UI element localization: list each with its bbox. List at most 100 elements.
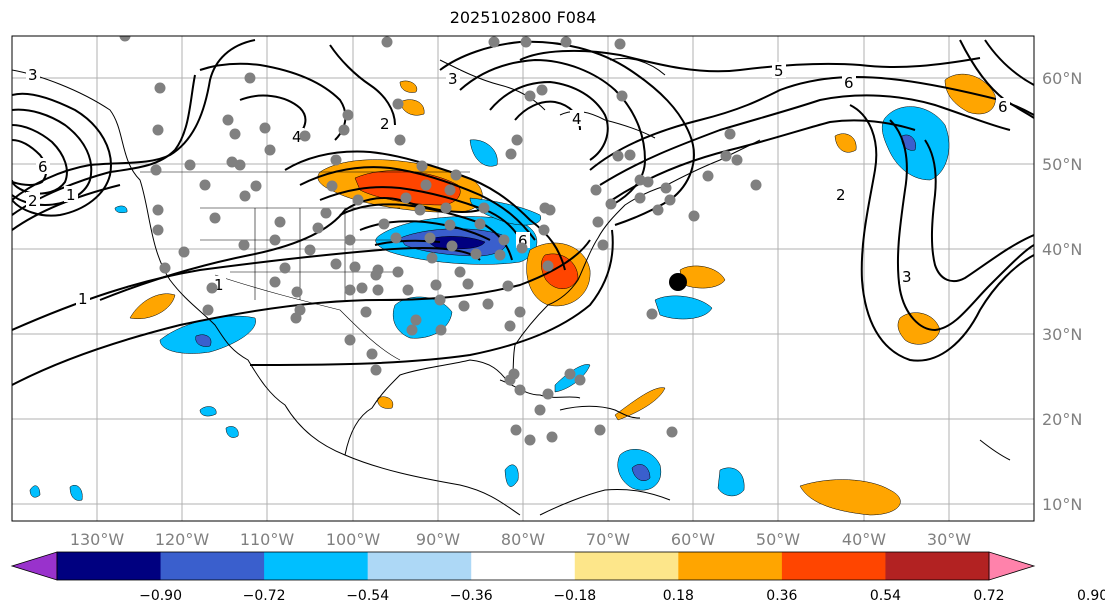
station-dot (524, 434, 536, 446)
station-dot (410, 314, 422, 326)
contour-label: 2 (836, 186, 846, 204)
station-dot (320, 207, 332, 219)
station-dot (542, 388, 554, 400)
lon-label: 90°W (416, 530, 460, 549)
station-dot (344, 234, 356, 246)
station-dot (269, 234, 281, 246)
station-dot (372, 284, 384, 296)
station-dot (269, 276, 281, 288)
station-dot (750, 179, 762, 191)
station-dot (498, 234, 510, 246)
storm-marker (669, 273, 687, 291)
station-dot (154, 82, 166, 94)
station-dot (616, 90, 628, 102)
station-dot (511, 134, 523, 146)
lon-label: 120°W (155, 530, 210, 549)
station-dot (406, 324, 418, 336)
station-dot (454, 266, 466, 278)
station-dot (206, 282, 218, 294)
station-dot (597, 239, 609, 251)
graticule (12, 36, 1034, 521)
station-dot (424, 232, 436, 244)
colorbar-tick-label: 0.72 (973, 588, 1004, 604)
colorbar-frame (56, 551, 990, 581)
contour-label: 5 (774, 62, 784, 80)
station-dot (542, 260, 554, 272)
station-dot (614, 38, 626, 50)
station-dot (524, 90, 536, 102)
colorbar-cell (160, 552, 265, 580)
colorbar-cell (57, 552, 162, 580)
station-dot (330, 154, 342, 166)
station-dot (222, 114, 234, 126)
colorbar-tick-label: −0.54 (346, 588, 389, 604)
colorbar-tick-label: 0.18 (663, 588, 694, 604)
station-dot (356, 282, 368, 294)
contour-label: 4 (572, 110, 582, 128)
station-dot (392, 98, 404, 110)
colorbar-tick-label: −0.90 (139, 588, 182, 604)
colorbar-cell (781, 552, 886, 580)
contour-label: 2 (28, 192, 38, 210)
contour-label: 3 (902, 268, 912, 286)
station-dot (381, 36, 393, 48)
station-dot (546, 431, 558, 443)
contour-label: 3 (28, 66, 38, 84)
map-frame (11, 35, 1035, 522)
colorbar-cell (367, 552, 472, 580)
station-dot (544, 204, 556, 216)
station-dot (458, 300, 470, 312)
station-dot (594, 424, 606, 436)
station-dot (731, 154, 743, 166)
contour-label: 3 (448, 70, 458, 88)
station-dot (344, 284, 356, 296)
station-dot (416, 160, 428, 172)
station-dot (478, 202, 490, 214)
station-dot (392, 266, 404, 278)
lat-label: 10°N (1042, 495, 1082, 514)
station-dot (326, 180, 338, 192)
lon-label: 70°W (586, 530, 630, 549)
station-dot (304, 244, 316, 256)
station-dot (259, 122, 271, 134)
lat-label: 60°N (1042, 69, 1082, 88)
contour-label: 4 (292, 128, 302, 146)
station-dot (474, 218, 486, 230)
station-dot (150, 164, 162, 176)
lon-label: 130°W (70, 530, 125, 549)
station-dot (660, 182, 672, 194)
anomaly-shading (29, 73, 996, 516)
station-dot (366, 348, 378, 360)
station-dot (239, 190, 251, 202)
station-dot (652, 204, 664, 216)
colorbar-extend-low (10, 551, 58, 581)
station-dot (508, 368, 520, 380)
station-dot (152, 124, 164, 136)
station-dot (560, 36, 572, 48)
lon-label: 100°W (326, 530, 381, 549)
contour-label: 1 (78, 290, 88, 308)
contour-label: 6 (518, 232, 528, 250)
lon-label: 60°W (671, 530, 715, 549)
lon-label: 50°W (756, 530, 800, 549)
map-title: 2025102800 F084 (449, 8, 597, 27)
station-dot (352, 194, 364, 206)
station-dot (514, 306, 526, 318)
latitude-labels: 60°N 50°N 40°N 30°N 20°N 10°N (1042, 69, 1082, 514)
station-dot (159, 262, 171, 274)
station-dot (510, 424, 522, 436)
station-dot (274, 216, 286, 228)
contour-label: 1 (66, 186, 76, 204)
station-dot (202, 304, 214, 316)
station-dot (209, 212, 221, 224)
station-dot (250, 180, 262, 192)
contour-label: 6 (844, 74, 854, 92)
station-dot (119, 36, 131, 42)
station-dot (720, 150, 732, 162)
station-dot (702, 170, 714, 182)
station-dot (520, 36, 532, 48)
station-dot (605, 198, 617, 210)
station-dot (470, 248, 482, 260)
map-content: 1 1 1 2 2 3 3 3 4 5 6 6 6 2 (12, 36, 1034, 521)
station-dot (426, 252, 438, 264)
